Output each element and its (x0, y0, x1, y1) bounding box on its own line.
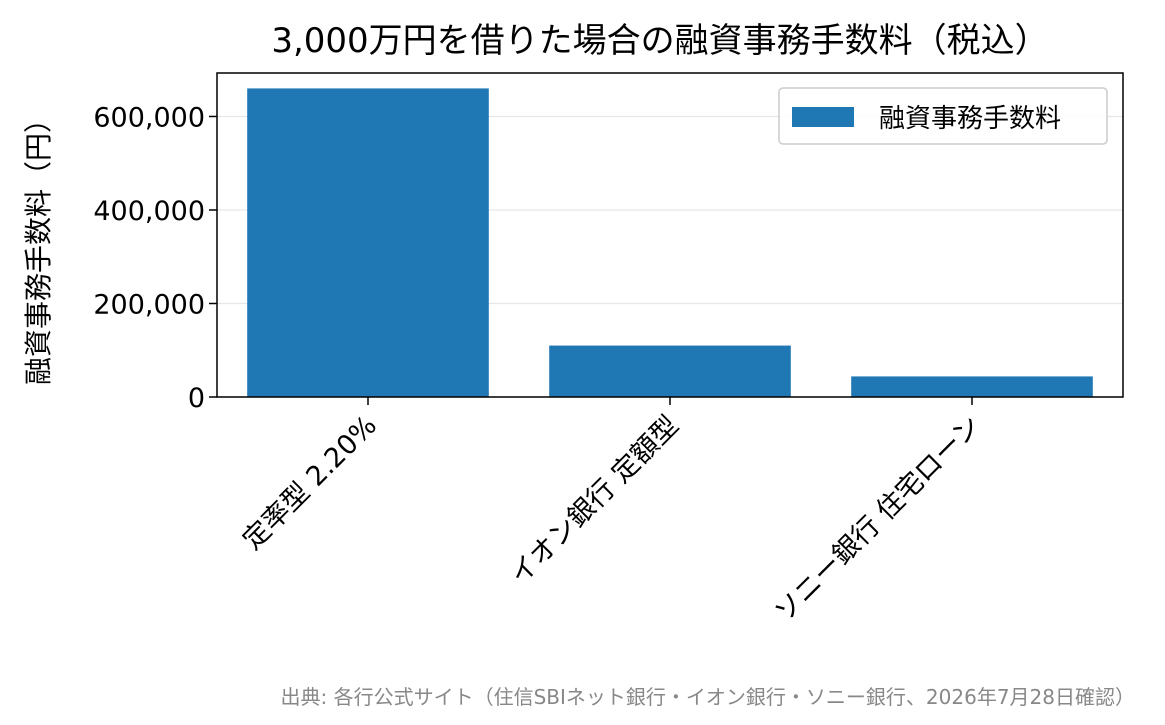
source-note: 出典: 各行公式サイト（住信SBIネット銀行・イオン銀行・ソニー銀行、2026年… (281, 685, 1135, 709)
legend-label: 融資事務手数料 (879, 104, 1061, 134)
x-tick-label: 定率型 2.20% (237, 410, 383, 556)
y-axis: 0 200,000 400,000 600,000 (93, 102, 217, 414)
x-axis: 定率型 2.20% イオン銀行 定額型 ソニー銀行 住宅ローン (237, 397, 987, 628)
bar (247, 88, 489, 397)
legend: 融資事務手数料 (778, 87, 1108, 145)
y-tick-label: 0 (188, 383, 205, 414)
legend-swatch (792, 107, 854, 127)
y-tick-label: 400,000 (93, 196, 205, 227)
bar (851, 376, 1093, 397)
y-axis-label: 融資事務手数料（円） (22, 105, 55, 385)
x-tick-label: イオン銀行 定額型 (504, 410, 685, 591)
y-tick-label: 600,000 (93, 102, 205, 133)
bars (247, 88, 1093, 397)
chart-title: 3,000万円を借りた場合の融資事務手数料（税込） (271, 21, 1048, 61)
x-tick-label: ソニー銀行 住宅ローン (769, 410, 987, 628)
bar (549, 345, 791, 397)
y-tick-label: 200,000 (93, 289, 205, 320)
legend-box (778, 87, 1108, 145)
